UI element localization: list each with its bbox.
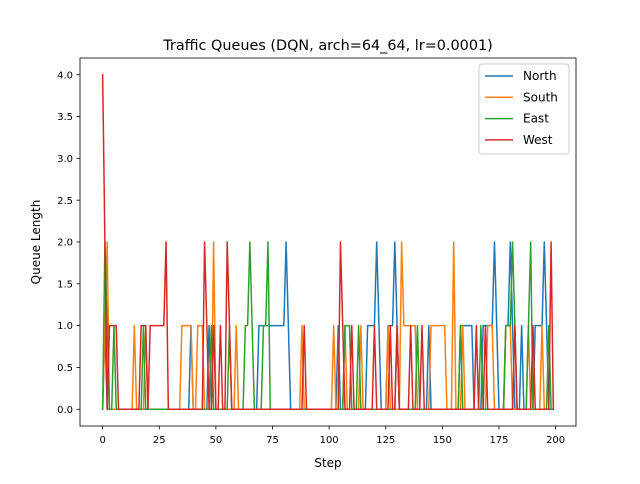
- x-tick-label: 200: [546, 435, 565, 446]
- series-lines: [101, 73, 555, 411]
- x-tick-label: 125: [376, 435, 395, 446]
- legend: North South East West: [478, 63, 570, 155]
- x-tick-label: 150: [433, 435, 452, 446]
- y-tick-label: 2.0: [57, 238, 73, 249]
- axes: 0 25 50 75 100 125 150 175 200 0.0 0.5 1.0 1.5 2.0 2.5…: [57, 57, 577, 446]
- legend-label-north: North: [523, 69, 557, 83]
- x-tick-label: 75: [266, 435, 279, 446]
- x-tick-label: 100: [320, 435, 339, 446]
- legend-label-south: South: [523, 90, 558, 104]
- y-tick-label: 3.5: [57, 112, 73, 123]
- y-axis-label: Queue Length: [29, 200, 43, 285]
- y-tick-label: 0.5: [57, 363, 73, 374]
- y-tick-label: 3.0: [57, 154, 73, 165]
- x-tick-label: 175: [489, 435, 508, 446]
- y-tick-label: 1.5: [57, 279, 73, 290]
- legend-label-east: East: [523, 112, 549, 126]
- y-tick-label: 0.0: [57, 405, 73, 416]
- x-tick-label: 50: [210, 435, 223, 446]
- legend-label-west: West: [523, 133, 553, 147]
- x-tick-label: 25: [153, 435, 166, 446]
- series-line-west: [101, 73, 555, 411]
- y-tick-label: 1.0: [57, 321, 73, 332]
- y-tick-label: 4.0: [57, 70, 73, 81]
- y-tick-label: 2.5: [57, 196, 73, 207]
- x-axis-label: Step: [314, 456, 341, 470]
- legend-box: [478, 63, 570, 155]
- x-tick-label: 0: [99, 435, 105, 446]
- chart-title: Traffic Queues (DQN, arch=64_64, lr=0.00…: [162, 38, 493, 54]
